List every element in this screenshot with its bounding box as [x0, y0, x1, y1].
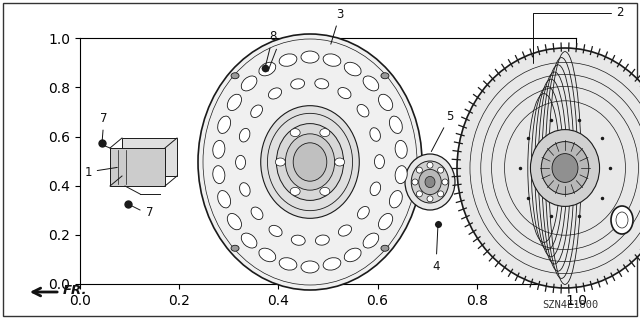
Ellipse shape [419, 169, 441, 195]
Ellipse shape [320, 129, 330, 137]
Ellipse shape [363, 233, 379, 248]
Ellipse shape [541, 142, 589, 194]
Ellipse shape [212, 166, 225, 184]
Ellipse shape [395, 140, 407, 158]
Ellipse shape [236, 155, 246, 169]
Ellipse shape [457, 48, 640, 288]
Ellipse shape [227, 94, 241, 110]
Ellipse shape [417, 167, 422, 173]
Ellipse shape [290, 129, 300, 137]
Ellipse shape [276, 123, 344, 200]
Text: 5: 5 [431, 109, 454, 152]
Ellipse shape [259, 62, 276, 76]
Ellipse shape [279, 258, 297, 270]
Ellipse shape [381, 73, 389, 79]
Ellipse shape [339, 225, 351, 236]
Ellipse shape [417, 191, 422, 197]
Ellipse shape [338, 87, 351, 99]
Ellipse shape [268, 88, 282, 99]
Ellipse shape [241, 76, 257, 91]
Text: FR.: FR. [63, 285, 88, 298]
Ellipse shape [531, 130, 600, 206]
Ellipse shape [315, 79, 329, 89]
Ellipse shape [412, 179, 418, 185]
Ellipse shape [212, 140, 225, 158]
Ellipse shape [389, 116, 403, 133]
Ellipse shape [344, 248, 361, 262]
Ellipse shape [611, 206, 633, 234]
Ellipse shape [218, 190, 230, 208]
Ellipse shape [370, 182, 381, 196]
Ellipse shape [378, 213, 393, 230]
Ellipse shape [316, 235, 330, 245]
Ellipse shape [552, 154, 578, 182]
Ellipse shape [259, 248, 276, 262]
Ellipse shape [374, 155, 385, 169]
Ellipse shape [251, 105, 262, 117]
Ellipse shape [438, 191, 444, 197]
Text: SZN4E1800: SZN4E1800 [542, 300, 598, 310]
Ellipse shape [198, 34, 422, 290]
Ellipse shape [239, 128, 250, 142]
Ellipse shape [290, 187, 300, 195]
Ellipse shape [427, 196, 433, 202]
Ellipse shape [323, 54, 341, 66]
Ellipse shape [370, 128, 380, 141]
Text: 4: 4 [432, 227, 440, 272]
Ellipse shape [251, 207, 263, 219]
Ellipse shape [291, 235, 305, 245]
Ellipse shape [231, 245, 239, 251]
Ellipse shape [442, 179, 448, 185]
Ellipse shape [293, 143, 327, 181]
Ellipse shape [389, 190, 403, 208]
Ellipse shape [320, 187, 330, 195]
Ellipse shape [363, 76, 379, 91]
Text: 8: 8 [266, 29, 276, 65]
Ellipse shape [285, 134, 335, 190]
Text: 7: 7 [100, 112, 108, 140]
Text: 1: 1 [84, 166, 117, 179]
Text: 6: 6 [0, 318, 1, 319]
Ellipse shape [291, 79, 305, 89]
Ellipse shape [301, 51, 319, 63]
Text: 7: 7 [147, 205, 154, 219]
Ellipse shape [381, 245, 389, 251]
Ellipse shape [412, 161, 449, 203]
Polygon shape [122, 138, 177, 176]
Ellipse shape [239, 183, 250, 196]
Ellipse shape [301, 261, 319, 273]
Ellipse shape [323, 258, 341, 270]
Ellipse shape [405, 154, 455, 210]
Text: 3: 3 [331, 8, 344, 44]
Ellipse shape [438, 167, 444, 173]
Ellipse shape [227, 213, 241, 230]
Ellipse shape [335, 158, 345, 166]
Ellipse shape [358, 206, 369, 219]
Ellipse shape [218, 116, 230, 133]
Ellipse shape [395, 166, 407, 184]
Ellipse shape [241, 233, 257, 248]
Text: 2: 2 [532, 6, 624, 63]
Ellipse shape [260, 106, 359, 218]
Ellipse shape [231, 73, 239, 79]
Ellipse shape [427, 162, 433, 168]
Ellipse shape [269, 225, 282, 236]
Ellipse shape [378, 94, 393, 110]
Ellipse shape [279, 54, 297, 66]
Polygon shape [110, 148, 165, 186]
Ellipse shape [344, 62, 361, 76]
Ellipse shape [275, 158, 285, 166]
Ellipse shape [425, 176, 435, 188]
Ellipse shape [357, 104, 369, 117]
